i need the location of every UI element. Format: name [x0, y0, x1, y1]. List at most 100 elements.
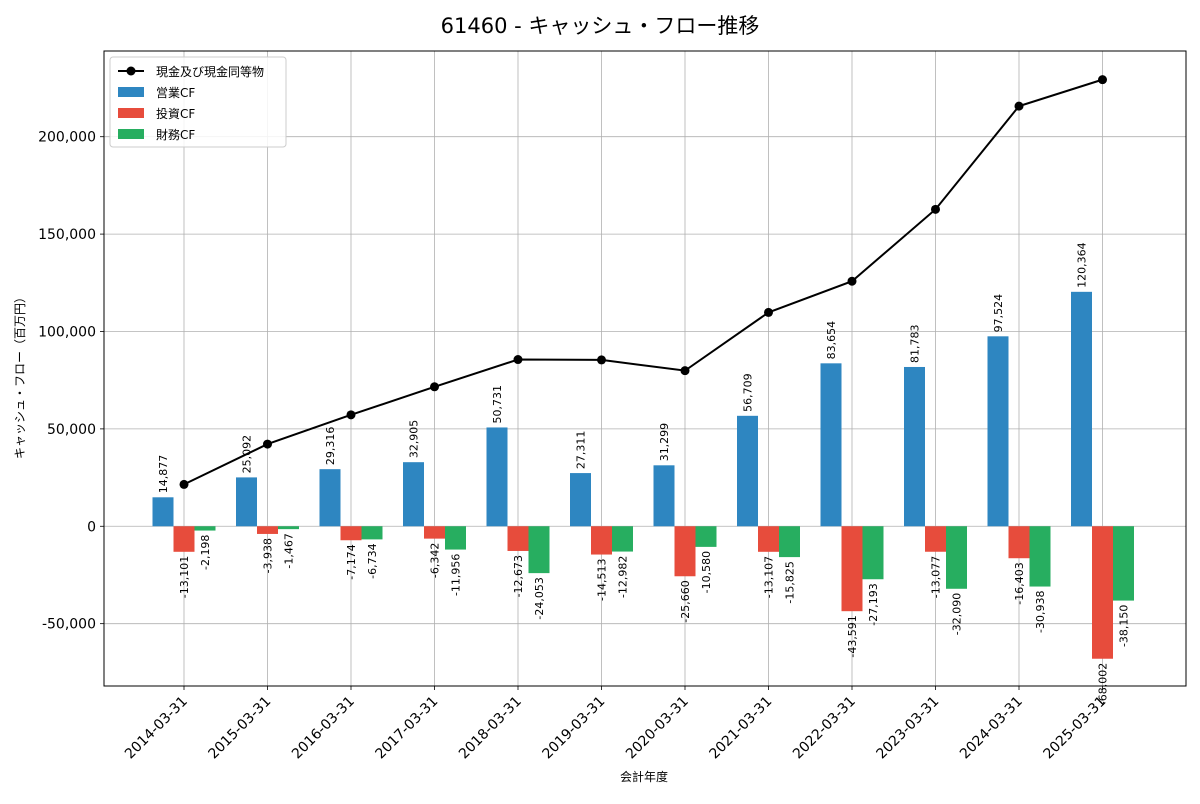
cash-equivalents-point	[263, 439, 272, 449]
bar-operating	[486, 427, 508, 527]
cash-equivalents-point	[1014, 101, 1024, 111]
x-tick-label: 2023-03-31	[873, 694, 942, 763]
x-tick-label: 2021-03-31	[706, 694, 775, 763]
x-tick-label: 2019-03-31	[539, 694, 608, 763]
cash-equivalents-point	[430, 382, 439, 392]
bar-investing	[173, 526, 195, 552]
bar-value-label: 25,092	[241, 435, 254, 474]
x-axis-label: 会計年度	[620, 769, 668, 784]
bar-value-label: -13,107	[763, 556, 776, 598]
bar-financing	[862, 526, 884, 580]
y-tick-label: 0	[87, 519, 96, 535]
bar-operating	[1071, 291, 1092, 527]
bar-value-label: -13,101	[178, 556, 191, 598]
bars-layer	[152, 291, 1134, 659]
bar-investing	[1008, 526, 1030, 559]
bar-investing	[507, 526, 529, 551]
bar-operating	[319, 469, 341, 527]
bar-operating	[570, 473, 591, 527]
bar-financing	[1113, 526, 1134, 601]
bar-operating	[904, 366, 925, 527]
x-tick-label: 2017-03-31	[372, 694, 441, 763]
legend-bar-swatch	[118, 108, 144, 118]
bar-value-label: -16,403	[1013, 562, 1026, 604]
bar-investing	[424, 526, 445, 539]
bar-investing	[257, 526, 278, 534]
bar-value-label: -12,982	[617, 556, 630, 598]
plot-frame	[103, 50, 1187, 687]
bar-investing	[674, 526, 696, 577]
bar-value-label: -30,938	[1034, 591, 1047, 633]
legend-marker	[126, 66, 136, 76]
x-tick-label: 2020-03-31	[623, 694, 692, 763]
bar-value-label: 32,905	[408, 420, 421, 459]
x-tick-label: 2022-03-31	[790, 694, 859, 763]
legend-bar-swatch	[118, 129, 144, 139]
bar-value-label: 83,654	[825, 321, 838, 360]
axes-layer: -50,000 0 50,000 100,000 150,000 200,000 2014-…	[38, 50, 1187, 763]
bar-operating	[236, 477, 257, 527]
bar-investing	[340, 526, 362, 541]
bar-financing	[361, 526, 383, 540]
bar-value-label: -10,580	[700, 551, 713, 593]
bar-value-label: -6,734	[366, 543, 379, 578]
bar-operating	[403, 462, 424, 527]
bar-financing	[612, 526, 633, 552]
x-tick-label: 2018-03-31	[456, 694, 525, 763]
cash-equivalents-line	[183, 78, 1103, 486]
bar-value-label: -11,956	[450, 554, 463, 596]
bar-financing	[528, 526, 550, 574]
y-tick-label: 100,000	[38, 324, 96, 340]
bar-value-label: -13,077	[930, 556, 943, 598]
bar-value-label: 29,316	[324, 427, 337, 466]
bar-financing	[779, 526, 800, 558]
bar-financing	[1029, 526, 1051, 587]
bar-value-label: -3,938	[262, 538, 275, 573]
y-axis-label: キャッシュ・フロー（百万円）	[13, 291, 27, 459]
data-labels-layer: 14,877 25,092 29,316 32,905 50,731 27,311 31,2…	[157, 242, 1131, 705]
bar-value-label: 56,709	[742, 373, 755, 412]
bar-operating	[653, 465, 675, 527]
cash-equivalents-point	[513, 355, 523, 365]
cash-equivalents-point	[680, 366, 690, 376]
bar-financing	[445, 526, 466, 550]
bar-value-label: -25,660	[679, 580, 692, 622]
x-tick-label: 2024-03-31	[957, 694, 1026, 763]
legend-label: 現金及び現金同等物	[156, 64, 264, 79]
bar-financing	[278, 526, 299, 530]
bar-investing	[1092, 526, 1113, 659]
legend-bar-swatch	[118, 87, 144, 97]
bar-operating	[987, 336, 1009, 527]
legend-label: 営業CF	[156, 86, 195, 100]
y-tick-label: 200,000	[38, 130, 96, 146]
bar-investing	[758, 526, 779, 552]
bar-value-label: -7,174	[345, 544, 358, 579]
cash-equivalents-point	[597, 355, 606, 365]
bar-financing	[946, 526, 967, 589]
bar-value-label: 27,311	[575, 431, 588, 470]
bar-value-label: -1,467	[283, 533, 296, 568]
bar-financing	[194, 526, 216, 531]
bar-value-label: -68,002	[1097, 663, 1110, 705]
bar-investing	[925, 526, 946, 552]
bar-value-label: -6,342	[429, 543, 442, 578]
bar-value-label: -2,198	[199, 535, 212, 570]
legend-label: 財務CF	[156, 127, 195, 142]
y-tick-label: 150,000	[38, 227, 96, 243]
bar-value-label: -15,825	[784, 561, 797, 603]
bar-value-label: 50,731	[491, 385, 504, 424]
bar-value-label: 120,364	[1076, 242, 1089, 288]
bar-operating	[737, 415, 758, 527]
cash-equivalents-point	[847, 276, 857, 286]
legend-box	[109, 56, 287, 148]
cash-equivalents-point	[764, 307, 773, 317]
y-tick-label: -50,000	[42, 617, 96, 633]
bar-value-label: -43,591	[846, 615, 859, 657]
cash-equivalents-point	[931, 204, 940, 214]
bar-value-label: 14,877	[157, 455, 170, 494]
bar-operating	[820, 363, 842, 527]
bar-value-label: 81,783	[909, 324, 922, 363]
legend-label: 投資CF	[156, 106, 195, 121]
